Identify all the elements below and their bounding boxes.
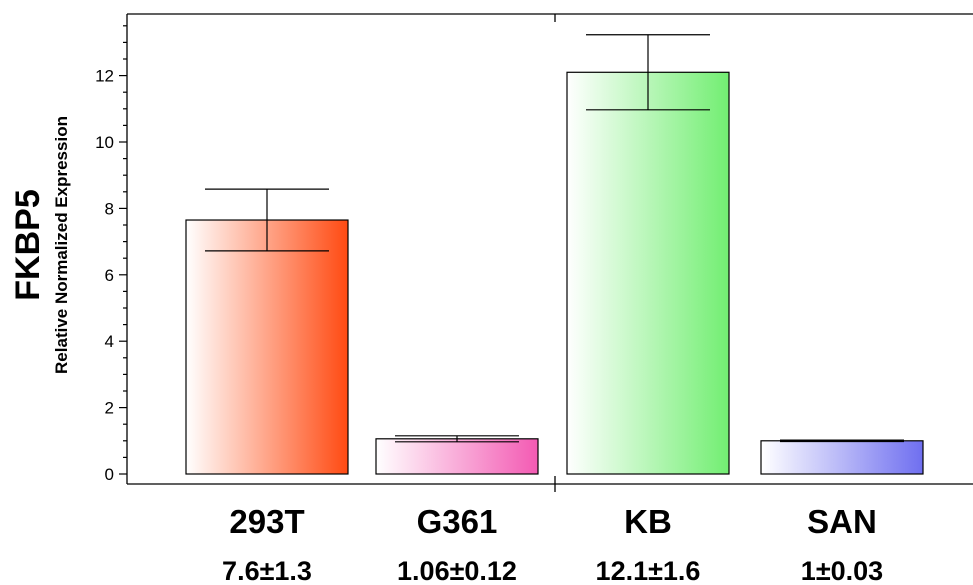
bar-value-label: 7.6±1.3 — [222, 556, 312, 585]
y-tick-label: 0 — [105, 465, 114, 484]
bar-value-label: 12.1±1.6 — [596, 556, 701, 585]
y-tick-label: 12 — [95, 67, 114, 86]
bar-kb — [566, 71, 730, 475]
x-category-label: 293T — [229, 503, 304, 540]
bar-g361 — [375, 438, 539, 475]
bar-value-label: 1±0.03 — [801, 556, 883, 585]
x-category-label: SAN — [807, 503, 877, 540]
y-axis-title: FKBP5 — [9, 189, 47, 300]
y-tick-label: 10 — [95, 133, 114, 152]
bar-293t — [185, 219, 349, 475]
x-category-label: KB — [624, 503, 672, 540]
y-axis-subtitle: Relative Normalized Expression — [52, 116, 71, 374]
y-tick-label: 8 — [105, 199, 114, 218]
y-tick-label: 2 — [105, 399, 114, 418]
bar-san — [760, 440, 924, 475]
y-tick-label: 6 — [105, 266, 114, 285]
bar-value-label: 1.06±0.12 — [397, 556, 517, 585]
x-category-label: G361 — [417, 503, 498, 540]
plot-area: 0 2 4 6 8 10 12 293T 7.6±1.3 G361 1.06±0.12 KB 12.1±… — [95, 13, 973, 585]
y-tick-label: 4 — [105, 332, 114, 351]
